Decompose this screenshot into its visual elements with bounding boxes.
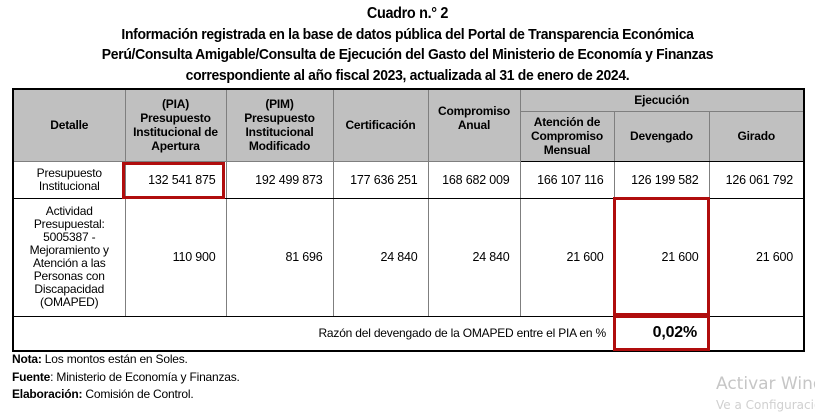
cell-pim: 192 499 873 xyxy=(225,160,334,199)
caption-line-1: Información registrada en la base de dat… xyxy=(121,25,694,43)
source-label: Fuente xyxy=(12,369,51,384)
elaboration-text: Comisión de Control. xyxy=(82,387,194,401)
windows-activation-watermark: Activar Windows xyxy=(716,374,815,394)
source-text: : Ministerio de Economía y Finanzas. xyxy=(50,369,240,384)
table-row: Actividad Presupuestal: 5005387 - Mejora… xyxy=(12,197,805,317)
header-detalle: Detalle xyxy=(12,88,126,162)
note-line: Nota: Los montos están en Soles. xyxy=(12,351,240,369)
cell-pim: 81 696 xyxy=(225,197,334,317)
header-girado: Girado xyxy=(708,110,805,162)
header-pim: (PIM) Presupuesto Institucional Modifica… xyxy=(225,88,334,162)
cell-devengado: 126 199 582 xyxy=(613,160,710,199)
caption-line-2: Perú/Consulta Amigable/Consulta de Ejecu… xyxy=(101,46,714,63)
header-pia-abbr: (PIA) xyxy=(162,97,189,112)
header-atencion: Atención de Compromiso Mensual xyxy=(519,110,615,162)
cell-pia: 110 900 xyxy=(124,197,227,317)
cell-compromiso-anual: 168 682 009 xyxy=(427,160,521,199)
ratio-row: Razón del devengado de la OMAPED entre e… xyxy=(12,315,805,352)
elaboration-line: Elaboración: Comisión de Control. xyxy=(12,386,240,404)
cell-compromiso-anual: 24 840 xyxy=(427,197,521,317)
cell-certificacion: 177 636 251 xyxy=(332,160,429,199)
caption-heading: Cuadro n.° 2 xyxy=(366,5,449,22)
header-certificacion: Certificación xyxy=(332,88,429,162)
table-row: Presupuesto Institucional 132 541 875 19… xyxy=(12,160,805,199)
elaboration-label: Elaboración: xyxy=(12,387,83,401)
row-detalle: Actividad Presupuestal: 5005387 - Mejora… xyxy=(12,197,126,317)
header-pim-abbr: (PIM) xyxy=(265,97,294,112)
header-pia-label: Presupuesto Institucional de Apertura xyxy=(133,111,218,154)
note-text: Los montos están en Soles. xyxy=(41,352,188,366)
cell-pia: 132 541 875 xyxy=(124,160,227,199)
header-ejecucion: Ejecución xyxy=(519,88,805,112)
budget-table: Detalle (PIA) Presupuesto Institucional … xyxy=(12,88,805,352)
ratio-empty-cell xyxy=(709,315,805,352)
cell-atencion: 21 600 xyxy=(519,197,615,317)
cell-girado: 126 061 792 xyxy=(708,160,805,199)
source-line: Fuente: Ministerio de Economía y Finanza… xyxy=(12,369,240,387)
cell-girado: 21 600 xyxy=(708,197,805,317)
cell-atencion: 166 107 116 xyxy=(519,160,615,199)
header-compromiso-anual: Compromiso Anual xyxy=(427,88,521,162)
header-pia: (PIA) Presupuesto Institucional de Apert… xyxy=(124,88,227,162)
windows-activation-subtext: Ve a Configuración xyxy=(716,398,815,412)
header-devengado: Devengado xyxy=(613,110,710,162)
ratio-value: 0,02% xyxy=(614,315,709,352)
note-label: Nota: xyxy=(12,352,42,366)
cell-devengado: 21 600 xyxy=(613,197,710,317)
cell-certificacion: 24 840 xyxy=(332,197,429,317)
table-notes: Nota: Los montos están en Soles. Fuente:… xyxy=(12,351,240,404)
table-caption: Cuadro n.° 2 Información registrada en l… xyxy=(0,4,815,86)
row-detalle: Presupuesto Institucional xyxy=(12,160,126,199)
header-pim-label: Presupuesto Institucional Modificado xyxy=(244,111,315,154)
ratio-label: Razón del devengado de la OMAPED entre e… xyxy=(12,315,614,352)
caption-line-3: correspondiente al año fiscal 2023, actu… xyxy=(185,66,630,84)
